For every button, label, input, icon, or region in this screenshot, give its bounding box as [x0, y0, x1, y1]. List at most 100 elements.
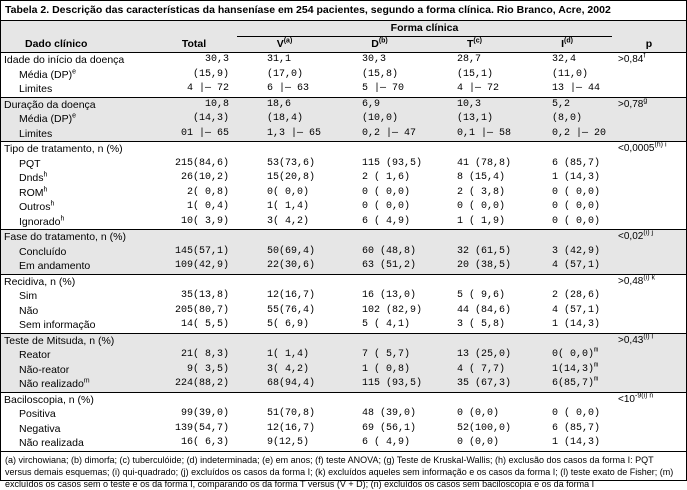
col-header-d: D(b): [332, 36, 427, 53]
cell-t: [427, 141, 522, 157]
table-row: Dndsh 26(10,2) 15(20,8) 2 ( 1,6) 8 (15,4) 1 (…: [1, 171, 686, 186]
cell-t: 3 ( 5,8): [457, 319, 506, 330]
cell-p: [612, 348, 687, 363]
cell-d: 2 ( 1,6): [362, 172, 411, 183]
cell-t: 28,7: [457, 54, 482, 65]
cell-i: 4 (57,1): [552, 304, 601, 316]
cell-p: <0,0005(h) i: [612, 141, 687, 157]
table-body: Idade do início da doença 30,3 31,1 30,3 28,…: [1, 52, 687, 451]
cell-p: [612, 318, 686, 333]
cell-p: >0,84f: [618, 52, 646, 65]
cell-d: 6,9: [332, 96, 427, 112]
row-label: Positiva: [19, 408, 56, 420]
row-label: ROMh: [19, 186, 48, 199]
cell-i: (11,0): [552, 68, 589, 80]
row-label: Sim: [19, 290, 38, 302]
cell-v: 5( 6,9): [267, 319, 310, 330]
cell-total: 10,8: [151, 96, 237, 112]
cell-v: [237, 391, 332, 407]
cell-v: 9(12,5): [267, 437, 310, 448]
cell-d: (10,0): [332, 112, 427, 127]
cell-v: 1( 1,4): [267, 201, 310, 212]
cell-i: [522, 332, 613, 348]
cell-v: 51(70,8): [267, 408, 316, 419]
cell-total: 21( 8,3): [151, 348, 237, 363]
table-row: Duração da doença 10,8 18,6 6,9 10,3 5,2 >0,78…: [1, 96, 687, 112]
cell-v: 1,3 |— 65: [237, 126, 332, 142]
table-row: Concluído 145(57,1) 50(69,4) 60 (48,8) 32 (6…: [1, 244, 687, 259]
cell-p: [612, 244, 687, 259]
cell-t: 8 (15,4): [457, 172, 506, 183]
group-header-row: Forma clínica: [1, 21, 687, 37]
cell-t: [427, 273, 522, 289]
cell-v: [237, 273, 332, 289]
cell-total: 4 |— 72: [186, 83, 229, 94]
row-label: Sem informação: [19, 319, 96, 331]
table-row: Fase do tratamento, n (%) <0,02(i) j: [1, 229, 687, 245]
cell-t: 32 (61,5): [427, 244, 522, 259]
cell-t: (13,1): [427, 112, 522, 127]
cell-i: [522, 229, 613, 245]
cell-v: 15(20,8): [267, 172, 316, 183]
cell-v: 50(69,4): [237, 244, 332, 259]
cell-i: 0 ( 0,0): [552, 408, 601, 419]
cell-p: [612, 171, 686, 186]
cell-p: >0,48(i) k: [612, 273, 687, 289]
cell-p: >0,43(l) l: [612, 332, 687, 348]
cell-total: 224(88,2): [151, 377, 237, 392]
table-row: Baciloscopia, n (%) <10-9(i) n: [1, 391, 687, 407]
cell-t: 10,3: [427, 96, 522, 112]
row-label: PQT: [19, 157, 41, 170]
row-label: Negativa: [19, 422, 61, 435]
row-label: Limites: [19, 83, 53, 95]
cell-t: [427, 391, 522, 407]
cell-v: 22(30,6): [237, 259, 332, 274]
cell-p: [612, 215, 686, 230]
cell-i: 1(14,3)m: [522, 362, 613, 377]
cell-v: 3( 4,2): [237, 362, 332, 377]
cell-d: [332, 141, 427, 157]
cell-t: 4 ( 7,7): [427, 362, 522, 377]
cell-total: 145(57,1): [151, 244, 237, 259]
cell-i: [522, 391, 613, 407]
cell-total: [151, 332, 237, 348]
cell-total: 26(10,2): [180, 172, 229, 183]
cell-v: [237, 332, 332, 348]
cell-t: 35 (67,3): [427, 377, 522, 392]
cell-i: 6(85,7)m: [522, 376, 613, 392]
cell-p: [612, 200, 686, 215]
col-header-p: p: [612, 36, 687, 53]
cell-t: 13 (25,0): [427, 348, 522, 363]
cell-p: [612, 436, 686, 451]
cell-total: 10( 3,9): [180, 215, 229, 227]
cell-i: 0,2 |— 20: [522, 126, 613, 142]
row-label: Outrosh: [19, 200, 55, 214]
cell-i: 32,4: [552, 54, 577, 65]
row-label: Fase do tratamento, n (%): [1, 229, 151, 245]
cell-d: 115 (93,5): [362, 157, 423, 169]
cell-d: 48 (39,0): [362, 408, 417, 419]
cell-i: (8,0): [522, 112, 613, 127]
cell-p: [612, 304, 686, 319]
cell-t: [427, 332, 522, 348]
cell-t: 41 (78,8): [457, 157, 512, 169]
cell-total: [151, 141, 237, 157]
table-row: Positiva 99(39,0) 51(70,8) 48 (39,0) 0 (0,0)…: [1, 407, 686, 422]
cell-i: 2 (28,6): [552, 290, 601, 301]
cell-total: 139(54,7): [174, 422, 229, 434]
cell-t: 2 ( 3,8): [457, 186, 506, 198]
row-label: Não: [19, 304, 39, 317]
cell-p: <10-9(i) n: [612, 391, 687, 407]
cell-d: 5 ( 4,1): [362, 319, 411, 330]
cell-t: 0 (0,0): [457, 408, 500, 419]
cell-d: [332, 391, 427, 407]
row-label: Média (DP)e: [1, 112, 151, 127]
cell-total: 109(42,9): [151, 259, 237, 274]
column-header-row: Dado clínico Total V(a) D(b) T(c) I(d) p: [1, 36, 687, 53]
cell-p: [612, 126, 687, 142]
cell-i: [522, 141, 613, 157]
cell-d: 69 (56,1): [362, 422, 417, 434]
col-header-t: T(c): [427, 36, 522, 53]
table-row: Sem informação 14( 5,5) 5( 6,9) 5 ( 4,1) 3 (…: [1, 318, 686, 333]
